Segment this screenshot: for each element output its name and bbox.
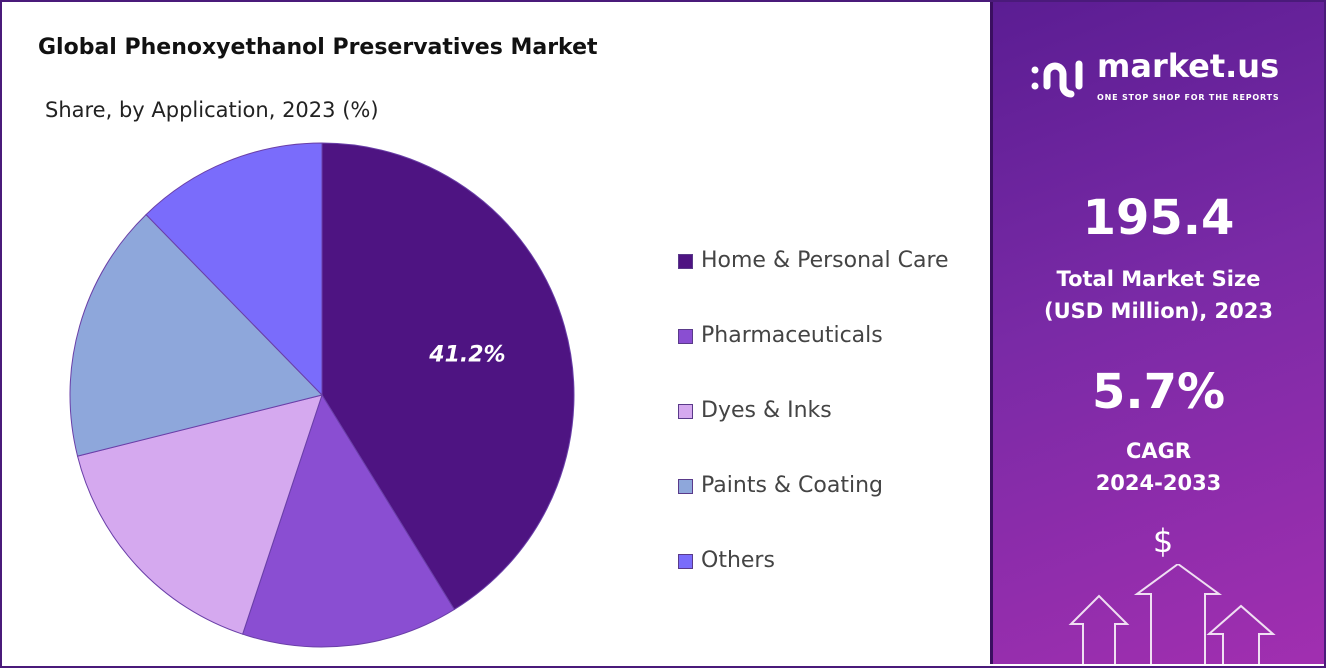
legend-swatch bbox=[678, 328, 693, 344]
legend-item: Home & Personal Care bbox=[678, 246, 949, 276]
legend-swatch bbox=[678, 478, 693, 494]
legend-swatch bbox=[678, 553, 693, 569]
chart-title: Global Phenoxyethanol Preservatives Mark… bbox=[38, 35, 598, 60]
market-size-label: Total Market Size bbox=[1056, 267, 1261, 291]
legend-item: Others bbox=[678, 546, 775, 576]
data-label: 41.2% bbox=[428, 343, 505, 368]
legend-label: Home & Personal Care bbox=[701, 248, 949, 273]
legend-swatch bbox=[678, 253, 693, 269]
legend-item: Paints & Coating bbox=[678, 471, 883, 501]
pie-slice-others bbox=[145, 142, 323, 397]
chart-subtitle: Share, by Application, 2023 (%) bbox=[45, 98, 379, 122]
pie-slice-paints-coating bbox=[69, 213, 323, 457]
growth-arrows-icon bbox=[1068, 564, 1276, 664]
legend-item: Dyes & Inks bbox=[678, 396, 832, 426]
chart-area: Global Phenoxyethanol Preservatives Mark… bbox=[2, 2, 988, 662]
market-size-label-2: (USD Million), 2023 bbox=[1044, 299, 1273, 323]
pie-chart: 41.2% bbox=[69, 142, 575, 648]
cagr-label: CAGR bbox=[1125, 439, 1192, 463]
legend-label: Pharmaceuticals bbox=[701, 323, 883, 348]
legend-item: Pharmaceuticals bbox=[678, 321, 883, 351]
market-size-value: 195.4 bbox=[1082, 190, 1235, 246]
cagr-value: 5.7% bbox=[1091, 364, 1226, 420]
cagr-period: 2024-2033 bbox=[1095, 471, 1222, 495]
logo-mark-icon bbox=[1031, 60, 1083, 98]
legend-label: Paints & Coating bbox=[701, 473, 883, 498]
logo-text: market.us bbox=[1097, 47, 1280, 85]
legend: Home & Personal Care Pharmaceuticals Dye… bbox=[678, 246, 984, 586]
summary-panel: market.us ONE STOP SHOP FOR THE REPORTS … bbox=[990, 2, 1324, 664]
dollar-icon: $ bbox=[1152, 522, 1174, 560]
pie-slice-dyes-inks bbox=[76, 394, 323, 635]
legend-swatch bbox=[678, 403, 693, 419]
logo-tagline: ONE STOP SHOP FOR THE REPORTS bbox=[1097, 93, 1280, 102]
pie-slice-home-personal-care bbox=[321, 142, 575, 611]
legend-label: Dyes & Inks bbox=[701, 398, 832, 423]
legend-label: Others bbox=[701, 548, 775, 573]
pie-slice-pharmaceuticals bbox=[241, 393, 456, 648]
